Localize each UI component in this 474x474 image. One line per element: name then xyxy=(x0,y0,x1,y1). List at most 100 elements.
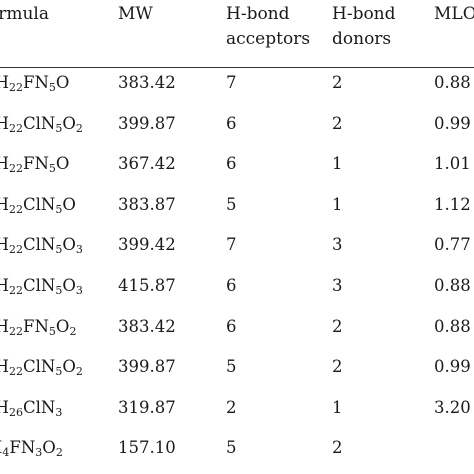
cell-formula: H4FN3O2 xyxy=(0,438,63,458)
formula-text: O xyxy=(62,194,76,214)
cell-hbd: 2 xyxy=(332,73,343,92)
cell-formula: ₀H22FN5O2 xyxy=(0,317,76,337)
formula-text: H xyxy=(0,154,10,174)
formula-text: O xyxy=(62,357,76,377)
cell-mlogp: 0.88 xyxy=(434,73,471,92)
cell-mw: 319.87 xyxy=(118,397,176,417)
formula-text: FN xyxy=(23,154,49,174)
formula-subscript: 22 xyxy=(9,81,24,94)
formula-subscript: 22 xyxy=(9,162,24,176)
header-mw-line-1: MW xyxy=(118,4,153,24)
formula-subscript: 22 xyxy=(9,284,24,297)
cell-hbd: 2 xyxy=(332,438,343,458)
cell-formula: ₀H22ClN5O3 xyxy=(0,276,83,296)
formula-subscript: 3 xyxy=(75,243,83,257)
cell-hba: 7 xyxy=(226,73,237,92)
header-hba-line-2: acceptors xyxy=(226,29,311,49)
formula-subscript: 5 xyxy=(55,284,63,297)
formula-text: H xyxy=(0,235,10,255)
formula-subscript: 5 xyxy=(55,121,63,135)
cell-mw: 367.42 xyxy=(118,154,176,174)
formula-text: H xyxy=(0,357,10,377)
formula-text: ClN xyxy=(23,113,56,133)
cell-formula: ₀H22ClN5O xyxy=(0,195,76,215)
cell-hbd: 3 xyxy=(332,276,343,295)
cell-mw: 157.10 xyxy=(118,438,176,458)
cell-formula: ₀H22FN5O xyxy=(0,154,69,174)
formula-text: FN xyxy=(23,316,49,336)
header-hbd-line-2: donors xyxy=(332,29,392,49)
formula-subscript: 3 xyxy=(75,284,83,297)
header-formula-line-1: ormula xyxy=(0,4,50,24)
formula-text: ClN xyxy=(23,194,56,214)
cell-mlogp: 0.88 xyxy=(434,316,471,336)
cell-mw: 399.87 xyxy=(118,357,176,377)
cell-mw: 399.87 xyxy=(118,113,176,133)
header-mlogp-line-1: MLO xyxy=(434,4,474,24)
formula-subscript: 22 xyxy=(9,202,24,216)
formula-text: H xyxy=(0,73,10,92)
formula-text: H xyxy=(0,276,10,295)
formula-text: H xyxy=(0,194,10,214)
formula-text: FN xyxy=(23,73,49,92)
cell-mw: 383.42 xyxy=(118,316,176,336)
header-hbd-line-1: H-bond xyxy=(332,4,396,24)
cell-hba: 2 xyxy=(226,397,237,417)
formula-subscript: 22 xyxy=(9,121,24,135)
formula-subscript: 5 xyxy=(55,243,63,257)
cell-mlogp: 3.20 xyxy=(434,397,471,417)
cell-formula: ₀H22ClN5O2 xyxy=(0,357,83,377)
formula-text: ClN xyxy=(23,357,56,377)
header-rule xyxy=(0,67,474,68)
formula-text: O xyxy=(62,113,76,133)
cell-mlogp: 1.12 xyxy=(434,194,471,214)
cell-hba: 6 xyxy=(226,154,237,174)
formula-subscript: 3 xyxy=(35,446,43,460)
formula-text: O xyxy=(55,73,70,92)
formula-subscript: 2 xyxy=(75,121,83,135)
cell-hba: 5 xyxy=(226,194,237,214)
cell-formula: ₀H22FN5O xyxy=(0,73,69,93)
formula-text: ClN xyxy=(23,235,56,255)
cell-formula: ₀H22ClN5O3 xyxy=(0,235,83,255)
formula-text: O xyxy=(62,235,76,255)
formula-text: H xyxy=(0,438,2,457)
formula-subscript: 2 xyxy=(69,324,77,338)
cell-formula: ₈H26ClN3 xyxy=(0,398,62,418)
cell-mlogp: 0.99 xyxy=(434,357,471,377)
cell-hbd: 2 xyxy=(332,357,343,377)
cell-hba: 5 xyxy=(226,438,237,458)
header-mw: MW xyxy=(118,2,153,27)
formula-subscript: 22 xyxy=(9,365,24,379)
formula-text: O xyxy=(62,276,76,295)
cell-formula: ₀H22ClN5O2 xyxy=(0,114,83,134)
formula-text: FN xyxy=(9,438,36,458)
header-mlogp: MLO xyxy=(434,2,474,27)
cell-mw: 399.42 xyxy=(118,235,176,255)
formula-subscript: 3 xyxy=(55,405,63,419)
formula-subscript: 2 xyxy=(55,446,63,460)
cell-mlogp: 0.77 xyxy=(434,235,471,255)
cell-hbd: 3 xyxy=(332,235,343,255)
cell-hbd: 1 xyxy=(332,397,343,417)
cell-hba: 6 xyxy=(226,276,237,295)
formula-subscript: 5 xyxy=(55,202,63,216)
cell-hbd: 1 xyxy=(332,154,343,174)
cell-hbd: 1 xyxy=(332,194,343,214)
formula-subscript: 4 xyxy=(2,446,10,460)
formula-text: O xyxy=(42,438,56,458)
formula-subscript: 22 xyxy=(9,324,24,338)
cell-mlogp: 1.01 xyxy=(434,154,471,174)
cell-mlogp: 0.88 xyxy=(434,276,471,295)
formula-subscript: 5 xyxy=(48,324,56,338)
header-hbond-acceptors: H-bond acceptors xyxy=(226,2,310,52)
formula-text: O xyxy=(55,316,70,336)
cell-hbd: 2 xyxy=(332,316,343,336)
cell-mw: 383.87 xyxy=(118,194,176,214)
cell-mlogp: 0.99 xyxy=(434,113,471,133)
formula-subscript: 5 xyxy=(48,81,56,94)
formula-text: ClN xyxy=(23,276,56,295)
header-formula: ormula xyxy=(0,2,49,27)
formula-text: H xyxy=(0,316,10,336)
